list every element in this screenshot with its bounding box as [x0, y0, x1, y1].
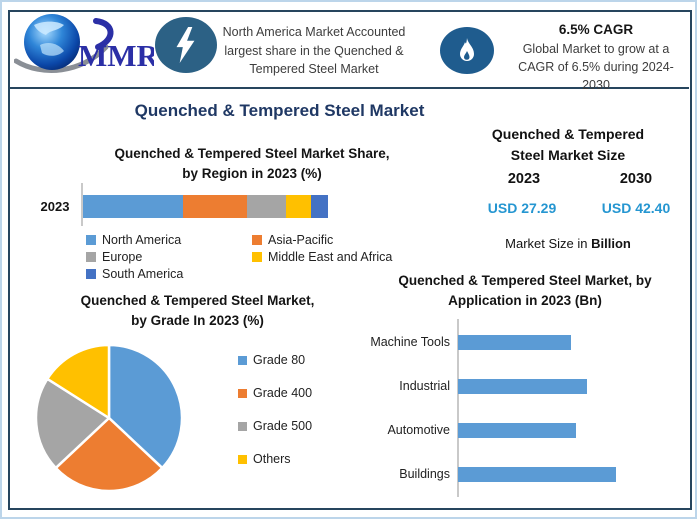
legend-swatch-icon	[252, 252, 262, 262]
legend-label: Asia-Pacific	[268, 233, 334, 247]
region-chart-legend: North America Asia-Pacific Europe Middle Ea…	[86, 233, 431, 281]
flame-icon	[460, 37, 474, 61]
logo-text: MMR	[78, 38, 154, 73]
market-size-note-prefix: Market Size in	[505, 236, 592, 251]
legend-label: Grade 80	[253, 353, 306, 367]
region-bar-segment-europe	[247, 195, 287, 218]
application-bar-industrial	[458, 378, 587, 394]
legend-label: Others	[253, 452, 291, 466]
cagr-line: CAGR of 6.5% during 2024-	[518, 59, 674, 74]
application-chart-title: Quenched & Tempered Steel Market, by App…	[360, 271, 690, 312]
application-chart-axis	[457, 319, 459, 497]
legend-label: Grade 500	[253, 419, 313, 433]
legend-label: Europe	[102, 250, 143, 264]
market-size-title: Quenched & Tempered Steel Market Size	[454, 124, 682, 166]
application-chart-title-line: Application in 2023 (Bn)	[448, 293, 602, 309]
application-category-label: Machine Tools	[370, 335, 450, 349]
legend-item-asia-pacific: Asia-Pacific	[252, 233, 431, 247]
market-size-note-unit: Billion	[591, 236, 631, 251]
market-size-note: Market Size in Billion	[454, 236, 682, 251]
legend-swatch-icon	[238, 355, 247, 365]
legend-label: Middle East and Africa	[268, 250, 393, 264]
legend-label: Grade 400	[253, 386, 313, 400]
application-bar-chart: Machine Tools Industrial Automotive Buildin…	[352, 334, 687, 510]
header-divider	[10, 87, 689, 89]
cagr-block: 6.5% CAGR Global Market to grow at a CAG…	[500, 20, 692, 94]
legend-swatch-icon	[238, 454, 247, 464]
globe-icon: MMR	[13, 14, 160, 73]
flame-badge	[440, 27, 494, 74]
lightning-icon	[176, 27, 195, 63]
cagr-title: 6.5% CAGR	[558, 22, 634, 37]
header-highlight-text: North America Market Accounted largest s…	[214, 23, 414, 79]
region-stacked-bar	[83, 195, 328, 218]
legend-item-europe: Europe	[86, 250, 252, 264]
legend-item-grade-400: Grade 400	[238, 386, 312, 400]
application-bar-automotive	[458, 422, 576, 438]
region-chart-category-label: 2023	[40, 199, 70, 214]
legend-item-south-america: South America	[86, 267, 252, 281]
pie-slice-grade-500	[34, 377, 111, 470]
legend-swatch-icon	[86, 269, 96, 279]
application-chart-title-line: Quenched & Tempered Steel Market, by	[398, 273, 652, 288]
legend-swatch-icon	[86, 252, 96, 262]
lightning-badge	[155, 17, 217, 73]
application-category-label: Automotive	[387, 423, 450, 437]
cagr-line: 2030	[582, 77, 610, 92]
legend-label: North America	[102, 233, 182, 247]
legend-swatch-icon	[86, 235, 96, 245]
pie-slice-grade-80	[107, 343, 184, 470]
application-row-machine-tools: Machine Tools	[352, 334, 687, 350]
region-chart-axis	[81, 183, 83, 226]
application-row-automotive: Automotive	[352, 422, 687, 438]
market-size-value-2030: USD 42.40	[601, 200, 671, 216]
market-size-title-line: Steel Market Size	[510, 147, 626, 163]
legend-swatch-icon	[238, 421, 247, 431]
grade-chart-title-line: by Grade In 2023 (%)	[131, 313, 264, 329]
application-category-label: Industrial	[399, 379, 450, 393]
region-bar-segment-asia-pacific	[183, 195, 248, 218]
legend-swatch-icon	[238, 388, 247, 398]
highlight-line: North America Market Accounted	[222, 25, 406, 39]
pie-slice-others	[46, 343, 111, 420]
application-row-buildings: Buildings	[352, 466, 687, 482]
legend-swatch-icon	[252, 235, 262, 245]
legend-item-grade-500: Grade 500	[238, 419, 312, 433]
region-chart-title-line: Quenched & Tempered Steel Market Share,	[114, 146, 390, 161]
pie-slice-grade-400	[54, 416, 164, 493]
application-bar-machine-tools	[458, 334, 571, 350]
legend-item-middle-east-and-africa: Middle East and Africa	[252, 250, 431, 264]
grade-chart-legend: Grade 80 Grade 400 Grade 500 Others	[238, 353, 312, 466]
market-size-year-2023: 2023	[507, 171, 541, 187]
cagr-line: Global Market to grow at a	[522, 42, 670, 57]
region-chart-title-line: by Region in 2023 (%)	[182, 166, 322, 182]
highlight-line: largest share in the Quenched &	[224, 43, 404, 58]
highlight-line: Tempered Steel Market	[249, 62, 379, 76]
region-chart-title: Quenched & Tempered Steel Market Share, …	[57, 144, 447, 185]
region-bar-segment-north-america	[83, 195, 184, 218]
market-size-title-line: Quenched & Tempered	[491, 126, 645, 142]
grade-pie-chart	[34, 343, 184, 493]
grade-chart-title: Quenched & Tempered Steel Market, by Gra…	[30, 291, 365, 332]
mmr-logo: MMR	[13, 11, 160, 82]
market-size-value-2023: USD 27.29	[487, 200, 557, 216]
legend-item-grade-80: Grade 80	[238, 353, 312, 367]
region-bar-segment-middle-east-and-africa	[286, 195, 311, 218]
application-bar-buildings	[458, 466, 617, 482]
page-title: Quenched & Tempered Steel Market	[134, 101, 425, 120]
legend-item-others: Others	[238, 452, 312, 466]
legend-label: South America	[102, 267, 184, 281]
application-row-industrial: Industrial	[352, 378, 687, 394]
legend-item-north-america: North America	[86, 233, 252, 247]
application-category-label: Buildings	[399, 467, 450, 481]
market-size-year-2030: 2030	[619, 171, 653, 187]
grade-chart-title-line: Quenched & Tempered Steel Market,	[80, 293, 315, 308]
region-bar-segment-south-america	[310, 195, 328, 218]
